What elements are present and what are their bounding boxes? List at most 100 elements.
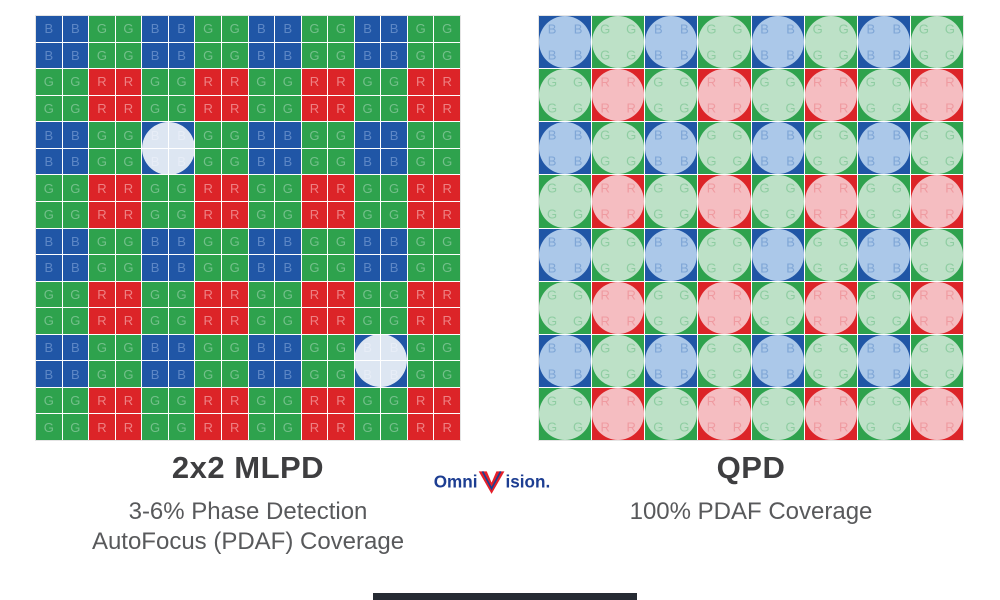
mlpd-pixel-g: G [434, 334, 460, 361]
logo-text-ision: ision. [506, 471, 551, 491]
quad-microlens [592, 334, 645, 387]
mlpd-pixel-r: R [407, 281, 434, 308]
quad-microlens [592, 16, 645, 69]
mlpd-pixel-b: B [248, 228, 275, 255]
mlpd-pixel-g: G [275, 175, 301, 201]
mlpd-pixel-b: B [36, 361, 62, 387]
quad-microlens [539, 175, 592, 228]
qpd-subpixel-label: B [653, 234, 663, 250]
mlpd-pixel-b: B [381, 42, 407, 69]
qpd-subpixel-label: R [732, 419, 743, 435]
mlpd-pixel-b: B [36, 228, 62, 255]
mlpd-pixel-g: G [275, 308, 301, 334]
mlpd-pixel-b: B [62, 42, 89, 69]
mlpd-pixel-b: B [381, 228, 407, 255]
quad-microlens [751, 16, 804, 69]
qpd-subpixel-label: G [706, 21, 717, 37]
qpd-title: QPD [716, 450, 786, 485]
quad-microlens [857, 69, 910, 122]
mlpd-pixel-g: G [301, 42, 328, 69]
qpd-subpixel-label: B [892, 260, 902, 276]
mlpd-pixel-g: G [142, 201, 168, 228]
mlpd-pixel-g: G [328, 16, 354, 42]
qpd-subpixel-label: G [891, 206, 902, 222]
mlpd-pixel-b: B [248, 255, 275, 281]
quad-microlens [910, 281, 963, 334]
mlpd-pixel-g: G [328, 361, 354, 387]
mlpd-pixel-g: G [407, 42, 434, 69]
qpd-subpixel-label: G [732, 21, 743, 37]
mlpd-pixel-b: B [168, 255, 195, 281]
qpd-subpixel-label: R [839, 206, 849, 222]
qpd-subpixel-label: G [759, 100, 770, 116]
mlpd-pixel-g: G [301, 255, 328, 281]
mlpd-pixel-g: G [142, 69, 168, 95]
quad-microlens [751, 281, 804, 334]
mlpd-pixel-r: R [301, 95, 328, 122]
mlpd-pixel-b: B [248, 334, 275, 361]
mlpd-pixel-g: G [142, 414, 168, 440]
qpd-subpixel-label: G [732, 260, 743, 276]
qpd-subpixel-label: G [573, 100, 584, 116]
qpd-subpixel-label: G [732, 340, 743, 356]
qpd-subpixel-label: G [573, 419, 584, 435]
qpd-subpixel-label: R [839, 74, 849, 90]
qpd-subpixel-label: R [600, 74, 610, 90]
qpd-subpixel-label: G [918, 340, 929, 356]
phase-detection-microlens [354, 334, 407, 387]
qpd-subpixel-label: B [653, 260, 663, 276]
quad-microlens [910, 334, 963, 387]
mlpd-pixel-g: G [221, 42, 248, 69]
quad-microlens [698, 228, 751, 281]
quad-microlens [751, 175, 804, 228]
qpd-subpixel-label: R [732, 313, 743, 329]
mlpd-pixel-g: G [168, 95, 195, 122]
mlpd-pixel-r: R [434, 308, 460, 334]
qpd-subpixel-label: R [706, 287, 717, 303]
mlpd-pixel-g: G [354, 414, 381, 440]
mlpd-pixel-g: G [221, 228, 248, 255]
mlpd-pixel-b: B [275, 334, 301, 361]
qpd-subpixel-label: G [918, 260, 929, 276]
mlpd-pixel-r: R [301, 387, 328, 414]
qpd-subpixel-label: G [546, 393, 558, 409]
quad-microlens [857, 387, 910, 440]
mlpd-pixel-g: G [142, 175, 168, 201]
qpd-subpixel-label: B [760, 340, 769, 356]
mlpd-pixel-b: B [354, 255, 381, 281]
qpd-subpixel-label: G [838, 340, 849, 356]
qpd-subpixel-label: G [732, 153, 743, 169]
qpd-subpixel-label: G [573, 74, 584, 90]
qpd-subpixel-label: G [653, 206, 664, 222]
mlpd-pixel-g: G [407, 334, 434, 361]
mlpd-pixel-r: R [195, 387, 221, 414]
mlpd-pixel-g: G [275, 95, 301, 122]
qpd-subpixel-label: R [600, 180, 610, 196]
qpd-subpixel-label: G [918, 21, 929, 37]
mlpd-pixel-b: B [168, 228, 195, 255]
qpd-subpixel-label: B [573, 153, 583, 169]
qpd-subpixel-label: G [732, 127, 743, 143]
qpd-subpixel-label: B [786, 260, 795, 276]
qpd-subpixel-label: B [892, 127, 902, 143]
mlpd-pixel-r: R [89, 95, 115, 122]
mlpd-pixel-r: R [301, 175, 328, 201]
mlpd-pixel-r: R [89, 308, 115, 334]
mlpd-pixel-g: G [248, 175, 275, 201]
